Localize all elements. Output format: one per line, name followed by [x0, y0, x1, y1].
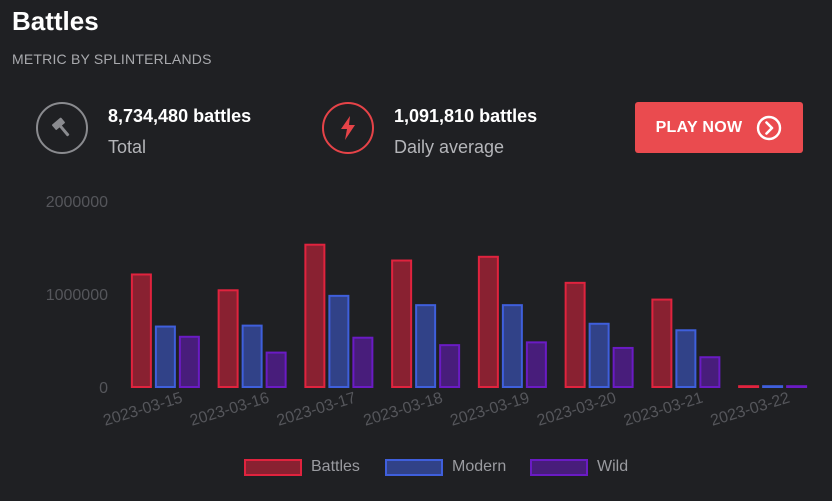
bar-modern-2023-03-18[interactable] — [415, 304, 437, 388]
daily-average-label: Daily average — [394, 137, 505, 157]
bar-wild-2023-03-15[interactable] — [178, 335, 200, 388]
x-tick-label: 2023-03-17 — [275, 390, 358, 430]
bar-battles-2023-03-17[interactable] — [304, 243, 326, 388]
bar-battles-2023-03-15[interactable] — [130, 273, 152, 388]
legend-swatch-wild — [530, 458, 588, 476]
gavel-icon — [36, 102, 88, 154]
bar-modern-2023-03-17[interactable] — [328, 294, 350, 388]
x-tick-label: 2023-03-22 — [709, 390, 792, 430]
bar-wild-2023-03-18[interactable] — [439, 344, 461, 388]
legend-item-battles[interactable]: Battles — [244, 456, 360, 478]
total-battles-value: 8,734,480 battles — [108, 106, 252, 126]
bar-wild-2023-03-20[interactable] — [612, 346, 634, 389]
y-tick-label: 2000000 — [46, 194, 108, 211]
chevron-right-circle-icon — [757, 115, 782, 140]
x-tick-label: 2023-03-18 — [362, 390, 445, 430]
legend-swatch-battles — [244, 458, 302, 476]
bar-wild-2023-03-21[interactable] — [699, 356, 721, 388]
page-subtitle: METRIC BY SPLINTERLANDS — [12, 51, 212, 67]
legend-label-modern: Modern — [452, 458, 507, 475]
play-now-label: PLAY NOW — [655, 118, 743, 136]
legend-label-battles: Battles — [311, 458, 360, 475]
bar-wild-2023-03-22[interactable] — [786, 385, 808, 389]
bar-wild-2023-03-19[interactable] — [525, 341, 547, 388]
x-tick-label: 2023-03-21 — [622, 390, 705, 430]
bar-battles-2023-03-22[interactable] — [738, 385, 760, 389]
bar-modern-2023-03-16[interactable] — [241, 324, 263, 388]
bar-wild-2023-03-17[interactable] — [352, 336, 374, 388]
total-battles-label: Total — [108, 137, 147, 157]
x-tick-label: 2023-03-20 — [535, 390, 618, 430]
legend-item-wild[interactable]: Wild — [530, 456, 628, 478]
x-tick-label: 2023-03-15 — [101, 390, 184, 430]
bar-modern-2023-03-22[interactable] — [762, 385, 784, 389]
lightning-bolt-icon — [322, 102, 374, 154]
bar-modern-2023-03-20[interactable] — [588, 322, 610, 389]
page-title: Battles — [12, 6, 99, 36]
bar-wild-2023-03-16[interactable] — [265, 351, 287, 388]
legend-item-modern[interactable]: Modern — [385, 456, 506, 478]
play-now-button[interactable]: PLAY NOW — [635, 102, 803, 153]
bar-battles-2023-03-16[interactable] — [217, 289, 239, 388]
bar-battles-2023-03-18[interactable] — [391, 259, 413, 388]
legend-swatch-modern — [385, 458, 443, 476]
x-tick-label: 2023-03-16 — [188, 390, 271, 430]
daily-average-value: 1,091,810 battles — [394, 106, 538, 126]
bar-battles-2023-03-19[interactable] — [477, 255, 499, 388]
bar-battles-2023-03-21[interactable] — [651, 298, 673, 388]
bar-modern-2023-03-19[interactable] — [501, 304, 523, 388]
bar-modern-2023-03-21[interactable] — [675, 329, 697, 388]
x-tick-label: 2023-03-19 — [448, 390, 531, 430]
bar-modern-2023-03-15[interactable] — [154, 325, 176, 388]
y-tick-label: 1000000 — [46, 287, 108, 304]
y-tick-label: 0 — [99, 380, 108, 397]
legend-label-wild: Wild — [597, 458, 629, 475]
bar-battles-2023-03-20[interactable] — [564, 281, 586, 388]
